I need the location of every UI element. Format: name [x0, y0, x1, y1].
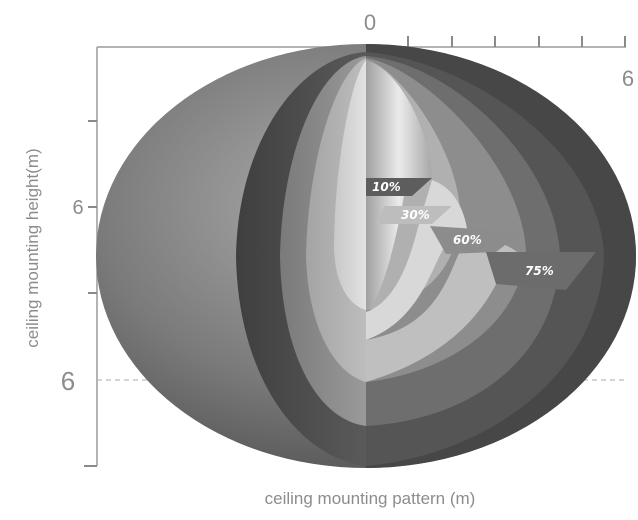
x-axis-title: ceiling mounting pattern (m) — [265, 489, 476, 508]
zone-labels: 10% 30% 60% 75% — [372, 180, 554, 278]
inner-sheet-60 — [366, 180, 468, 340]
y-axis-title: ceiling mounting height(m) — [23, 148, 42, 347]
shelf-75 — [486, 252, 596, 290]
y-mark-label: 6 — [61, 366, 75, 396]
x-axis-ticks — [407, 36, 626, 47]
cutaway-right-half — [366, 44, 636, 468]
x-zero-label: 0 — [364, 10, 376, 35]
shell-10-percent — [334, 60, 366, 310]
zone-label-10: 10% — [372, 180, 401, 194]
zone-label-75: 75% — [525, 264, 554, 278]
y-axis-ticks — [84, 120, 97, 467]
shelf-10 — [366, 178, 432, 196]
inner-sheet-75 — [366, 234, 526, 382]
shelf-30 — [376, 206, 452, 224]
y-secondary-label: 6 — [72, 197, 83, 219]
zone-label-60: 60% — [453, 233, 482, 247]
zone-label-30: 30% — [401, 208, 430, 222]
x-max-label: 6 — [622, 66, 634, 91]
shelf-60 — [430, 226, 522, 254]
